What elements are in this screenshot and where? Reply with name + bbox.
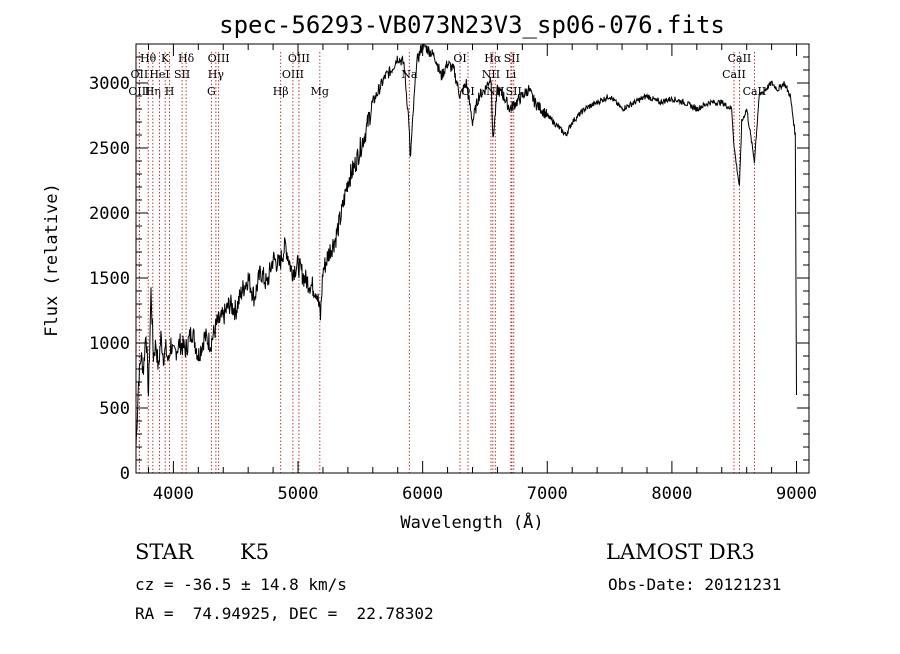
line-marker-label: Hγ xyxy=(208,68,225,81)
line-marker-label: HeI xyxy=(149,68,169,81)
line-marker-label: SII xyxy=(506,85,522,98)
line-marker-label: K xyxy=(161,52,170,65)
line-marker-label: Mg xyxy=(311,85,329,98)
obs-date-text: Obs-Date: 20121231 xyxy=(608,575,782,594)
y-tick-label: 0 xyxy=(120,464,130,484)
line-marker-label: CaII xyxy=(722,68,746,81)
line-marker-label: Hθ xyxy=(140,52,157,65)
line-marker-label: OIII xyxy=(288,52,310,65)
y-tick-label: 500 xyxy=(99,399,130,419)
line-marker-label: OIII xyxy=(128,85,150,98)
line-marker-label: OIII xyxy=(282,68,304,81)
y-tick-label: 1000 xyxy=(89,334,130,354)
line-marker-label: Hη xyxy=(145,85,161,98)
x-tick-label: 8000 xyxy=(651,484,692,504)
line-marker-label: OIII xyxy=(208,52,230,65)
y-tick-label: 2500 xyxy=(89,139,130,159)
axis-ticks: 4000 5000 6000 7000 8000 9000 0 500 1000 1500 2000… xyxy=(89,44,817,504)
object-type: STAR xyxy=(135,540,194,564)
line-marker-label: Hβ xyxy=(273,85,289,98)
x-tick-label: 6000 xyxy=(402,484,443,504)
survey-name: LAMOST DR3 xyxy=(606,540,755,564)
coordinates-text: RA = 74.94925, DEC = 22.78302 xyxy=(135,604,434,623)
line-marker-label: OI xyxy=(453,52,466,65)
line-marker-label: G xyxy=(207,85,216,98)
series-line-spectrum xyxy=(135,43,797,448)
line-marker-label: Hδ xyxy=(178,52,195,65)
y-axis-label: Flux (relative) xyxy=(42,183,62,337)
spectral-subclass: K5 xyxy=(240,540,270,564)
chart-title: spec-56293-VB073N23V3_sp06-076.fits xyxy=(219,11,725,39)
line-marker-label: SII xyxy=(174,68,190,81)
y-tick-label: 3000 xyxy=(89,74,130,94)
line-marker-label: H xyxy=(165,85,175,98)
x-axis-label: Wavelength (Å) xyxy=(400,511,543,533)
x-tick-label: 4000 xyxy=(153,484,194,504)
redshift-text: cz = -36.5 ± 14.8 km/s xyxy=(135,575,347,594)
line-marker-label: SII xyxy=(504,52,520,65)
x-tick-label: 5000 xyxy=(278,484,319,504)
x-tick-label: 7000 xyxy=(527,484,568,504)
y-tick-label: 1500 xyxy=(89,269,130,289)
line-marker-label: NII xyxy=(482,68,500,81)
plot-frame xyxy=(135,43,810,474)
x-tick-label: 9000 xyxy=(776,484,817,504)
series-group xyxy=(135,43,797,448)
line-marker-label: Hα xyxy=(484,52,502,65)
line-marker-label: CaII xyxy=(728,52,752,65)
line-marker-label: Li xyxy=(505,68,516,81)
y-tick-label: 2000 xyxy=(89,204,130,224)
